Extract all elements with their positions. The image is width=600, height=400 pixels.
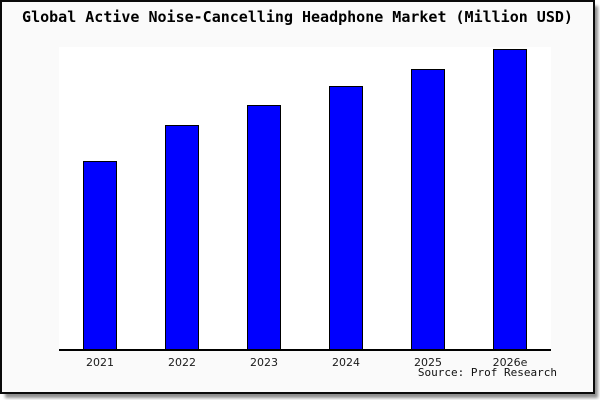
bar-2023: [247, 105, 281, 349]
bar-slot: [305, 47, 387, 349]
bar-slot: [141, 47, 223, 349]
bar-2025: [411, 69, 445, 349]
x-tick-label-2026e: 2026e: [492, 356, 528, 369]
bar-2024: [329, 86, 363, 349]
x-axis-labels: 2021 2022 2023 2024 2025 2026e: [59, 356, 551, 369]
chart-figure: Global Active Noise-Cancelling Headphone…: [0, 0, 595, 394]
bar-slot: [59, 47, 141, 349]
source-note: Source: Prof Research: [417, 366, 557, 379]
bar-2022: [165, 125, 199, 349]
x-tick-label-2022: 2022: [168, 356, 196, 369]
plot-area: [59, 47, 551, 351]
bar-2026e: [493, 49, 527, 349]
x-tick-label-2025: 2025: [414, 356, 442, 369]
bar-slot: [223, 47, 305, 349]
x-tick-label-2024: 2024: [332, 356, 360, 369]
chart-title: Global Active Noise-Cancelling Headphone…: [22, 8, 573, 26]
bar-slot: [387, 47, 469, 349]
x-tick-label-2021: 2021: [86, 356, 114, 369]
x-tick-label-2023: 2023: [250, 356, 278, 369]
bar-slot: [469, 47, 551, 349]
bar-2021: [83, 161, 117, 349]
